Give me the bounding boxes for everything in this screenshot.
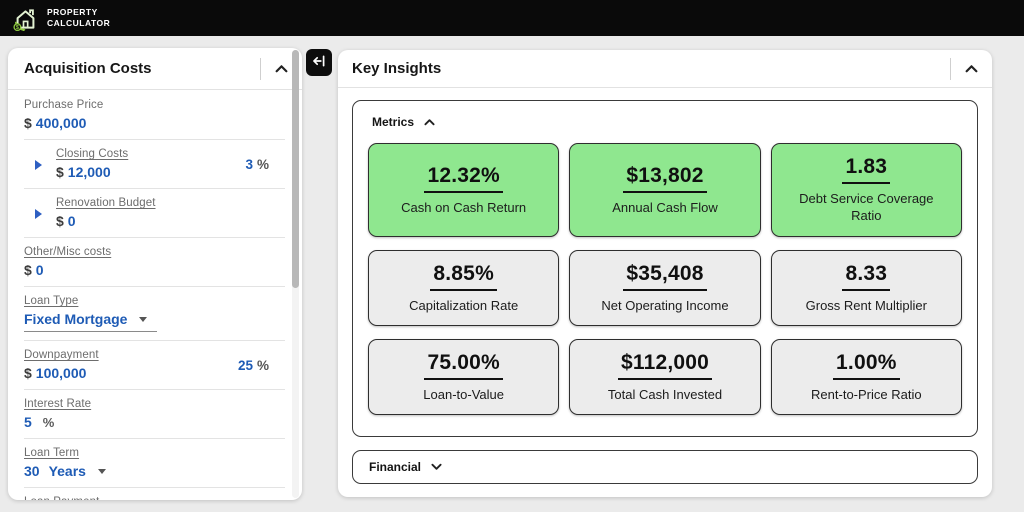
loan-term-label: Loan Term [24,447,80,459]
key-insights-header: Key Insights [338,50,992,88]
other-misc-costs-input[interactable]: $ 0 [24,262,44,278]
renovation-budget-input[interactable]: $ 0 [56,213,76,229]
interest-rate-label: Interest Rate [24,398,92,410]
currency-prefix: $ [24,365,32,381]
sidebar-collapse-button[interactable] [306,49,332,76]
metric-card-cash-on-cash-return: 12.32% Cash on Cash Return [368,143,560,237]
purchase-price-input[interactable]: $ 400,000 [24,115,87,131]
key-insights-title: Key Insights [352,60,442,77]
metric-label: Total Cash Invested [607,386,723,402]
downpayment-percent: 25% [237,357,269,373]
app-logo-icon: $ [12,6,39,31]
acquisition-costs-fields: Purchase Price $ 400,000 Closing Costs $… [8,91,289,500]
metric-label: Annual Cash Flow [612,199,718,215]
metric-value: 12.32% [424,164,503,193]
svg-text:$: $ [16,25,19,31]
metric-value: 1.83 [842,155,891,185]
field-row-other-misc-costs: Other/Misc costs $ 0 [8,238,289,287]
currency-prefix: $ [24,262,32,278]
metric-card-loan-to-value: 75.00% Loan-to-Value [368,339,560,415]
header-divider [950,57,951,80]
currency-prefix: $ [56,213,64,229]
field-row-loan-type: Loan Type Fixed Mortgage [8,287,289,341]
metric-value: $112,000 [617,351,712,380]
metric-value: 8.85% [430,262,497,291]
closing-costs-label: Closing Costs [56,148,129,160]
acquisition-collapse-button[interactable] [270,58,292,80]
metric-card-gross-rent-multiplier: 8.33 Gross Rent Multiplier [770,250,962,326]
acquisition-costs-title: Acquisition Costs [24,60,152,77]
field-row-loan-term: Loan Term 30 Years [8,439,289,488]
key-insights-collapse-button[interactable] [960,58,982,80]
collapse-left-icon [312,54,326,71]
metric-label: Loan-to-Value [423,386,505,402]
financial-section-label: Financial [369,460,422,474]
sidebar-scrollbar-track[interactable] [292,50,299,498]
metric-card-net-operating-income: $35,408 Net Operating Income [569,250,761,326]
header-divider [260,57,261,80]
metric-label: Gross Rent Multiplier [805,297,927,313]
metric-card-annual-cash-flow: $13,802 Annual Cash Flow [569,143,761,237]
metrics-section-toggle[interactable]: Metrics [372,115,435,129]
field-row-closing-costs: Closing Costs $ 12,000 3% [8,140,289,189]
loan-type-select[interactable]: Fixed Mortgage [24,311,158,332]
chevron-down-icon [431,460,442,474]
closing-costs-input[interactable]: $ 12,000 [56,164,111,180]
metric-label: Rent-to-Price Ratio [811,386,922,402]
renovation-budget-label: Renovation Budget [56,197,156,209]
caret-down-icon [97,468,106,474]
years-unit: Years [48,463,86,479]
currency-prefix: $ [24,115,32,131]
purchase-price-label: Purchase Price [24,99,104,111]
top-bar: $ PROPERTY CALCULATOR [0,0,1024,36]
sidebar-scrollbar-thumb[interactable] [292,50,299,288]
chevron-up-icon [275,61,288,76]
chevron-up-icon [965,61,978,76]
currency-prefix: $ [56,164,64,180]
field-row-purchase-price: Purchase Price $ 400,000 [8,91,289,140]
metric-label: Debt Service Coverage Ratio [799,191,934,223]
metric-card-capitalization-rate: 8.85% Capitalization Rate [368,250,560,326]
metric-value: 75.00% [424,351,503,380]
metric-card-debt-service-coverage-ratio: 1.83 Debt Service Coverage Ratio [770,143,962,237]
metric-label: Net Operating Income [601,297,729,313]
field-row-loan-payment: Loan Payment [8,488,289,500]
app-title: PROPERTY CALCULATOR [47,7,111,28]
metric-value: 8.33 [842,262,891,291]
metric-label: Cash on Cash Return [401,199,527,215]
chevron-up-icon [424,115,435,129]
financial-section-toggle[interactable]: Financial [352,450,978,484]
interest-rate-input[interactable]: 5 % [24,414,55,430]
metrics-section: Metrics 12.32% Cash on Cash Return $13,8… [352,100,978,437]
field-row-renovation-budget: Renovation Budget $ 0 [8,189,289,238]
field-row-interest-rate: Interest Rate 5 % [8,390,289,439]
metrics-grid: 12.32% Cash on Cash Return $13,802 Annua… [368,143,962,415]
closing-costs-percent: 3% [245,156,269,172]
metric-label: Capitalization Rate [409,297,519,313]
loan-payment-label: Loan Payment [24,496,99,500]
metrics-section-label: Metrics [372,115,415,129]
expand-triangle-icon[interactable] [35,159,42,170]
caret-down-icon [139,316,148,322]
metric-value: 1.00% [833,351,900,380]
other-misc-costs-label: Other/Misc costs [24,246,112,258]
acquisition-costs-header: Acquisition Costs [8,48,302,90]
field-row-downpayment: Downpayment $ 100,000 25% [8,341,289,390]
acquisition-costs-panel: Acquisition Costs Purchase Price $ 400,0… [8,48,302,500]
expand-triangle-icon[interactable] [35,208,42,219]
downpayment-label: Downpayment [24,349,99,361]
metric-card-total-cash-invested: $112,000 Total Cash Invested [569,339,761,415]
loan-term-select[interactable]: 30 Years [24,463,106,479]
metric-card-rent-to-price-ratio: 1.00% Rent-to-Price Ratio [770,339,962,415]
loan-type-label: Loan Type [24,295,79,307]
downpayment-input[interactable]: $ 100,000 [24,365,87,381]
key-insights-panel: Key Insights Metrics 12.32% Cash on Cash… [338,50,992,497]
metric-value: $35,408 [623,262,707,291]
metric-value: $13,802 [623,164,707,193]
percent-unit: % [42,414,55,430]
